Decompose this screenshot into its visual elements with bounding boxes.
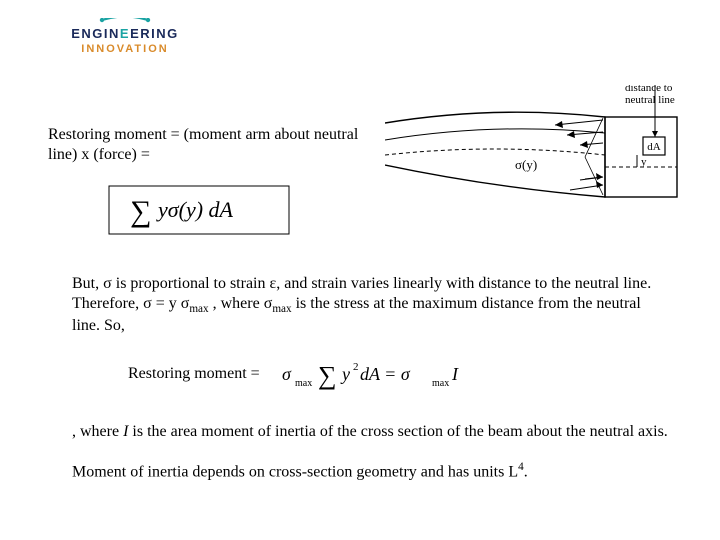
svg-text:σ: σ: [282, 364, 292, 384]
subscript-max: max: [272, 303, 291, 315]
svg-text:distance to: distance to: [625, 85, 673, 94]
svg-text:∑: ∑: [130, 195, 151, 228]
text-segment: is the area moment of inertia of the cro…: [128, 423, 667, 440]
svg-text:neutral line: neutral line: [625, 94, 675, 106]
equation-sum-y-sigma-dA: ∑ yσ(y) dA: [108, 185, 680, 244]
moment-of-inertia-units: Moment of inertia depends on cross-secti…: [72, 460, 682, 482]
moment-of-inertia-definition: , where I is the area moment of inertia …: [72, 422, 682, 442]
svg-text:ENGINEERING: ENGINEERING: [71, 26, 179, 41]
svg-text:yσ(y) dA: yσ(y) dA: [156, 197, 234, 222]
restoring-moment-label: Restoring moment =: [128, 365, 260, 383]
restoring-moment-equation-row: Restoring moment = σ max ∑ y 2 dA = σ ma…: [128, 354, 680, 394]
text-segment: Moment of inertia depends on cross-secti…: [72, 464, 518, 481]
svg-text:∑: ∑: [318, 361, 337, 390]
text-segment: , where: [72, 423, 123, 440]
logo: ENGINEERING INNOVATION: [60, 18, 190, 58]
restoring-moment-definition: Restoring moment = (moment arm about neu…: [48, 125, 368, 165]
text-segment: .: [524, 464, 528, 481]
equation-sigma-max-I: σ max ∑ y 2 dA = σ max I: [280, 354, 500, 394]
text-segment: , where σ: [209, 295, 273, 312]
svg-text:max: max: [432, 378, 449, 389]
proportionality-explanation: But, σ is proportional to strain ε, and …: [72, 274, 672, 336]
svg-text:2: 2: [353, 361, 359, 373]
svg-text:dA = σ: dA = σ: [360, 364, 411, 384]
svg-text:INNOVATION: INNOVATION: [81, 43, 168, 55]
svg-text:max: max: [295, 378, 312, 389]
subscript-max: max: [189, 303, 208, 315]
svg-text:I: I: [451, 364, 459, 384]
content-area: Restoring moment = (moment arm about neu…: [48, 125, 680, 483]
svg-text:y: y: [340, 364, 350, 384]
